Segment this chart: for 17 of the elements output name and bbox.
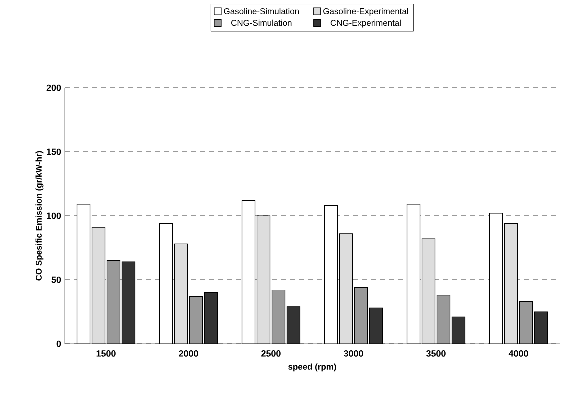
x-tick-label: 1500 <box>96 350 116 357</box>
x-tick-label: 3500 <box>426 350 446 357</box>
y-tick-label: 50 <box>52 276 62 284</box>
y-tick-label: 200 <box>46 84 62 92</box>
legend-label: CNG-Experimental <box>330 20 401 28</box>
x-tick-label: 2500 <box>262 350 281 357</box>
x-axis-title: speed (rpm) <box>288 364 336 372</box>
legend-label: Gasoline-Experimental <box>324 8 408 16</box>
legend-label: CNG-Simulation <box>232 20 292 26</box>
x-tick-label: 2000 <box>179 350 198 357</box>
x-tick-label: 3000 <box>344 350 364 357</box>
y-axis-title: CO Spesific Emission (gr/kW-hr) <box>36 151 44 281</box>
y-tick-label: 150 <box>47 148 62 156</box>
y-tick-label: 0 <box>56 340 62 348</box>
x-tick-label: 4000 <box>508 350 528 357</box>
y-tick-label: 100 <box>47 212 62 220</box>
legend-label: Gasoline-Simulation <box>224 8 299 14</box>
